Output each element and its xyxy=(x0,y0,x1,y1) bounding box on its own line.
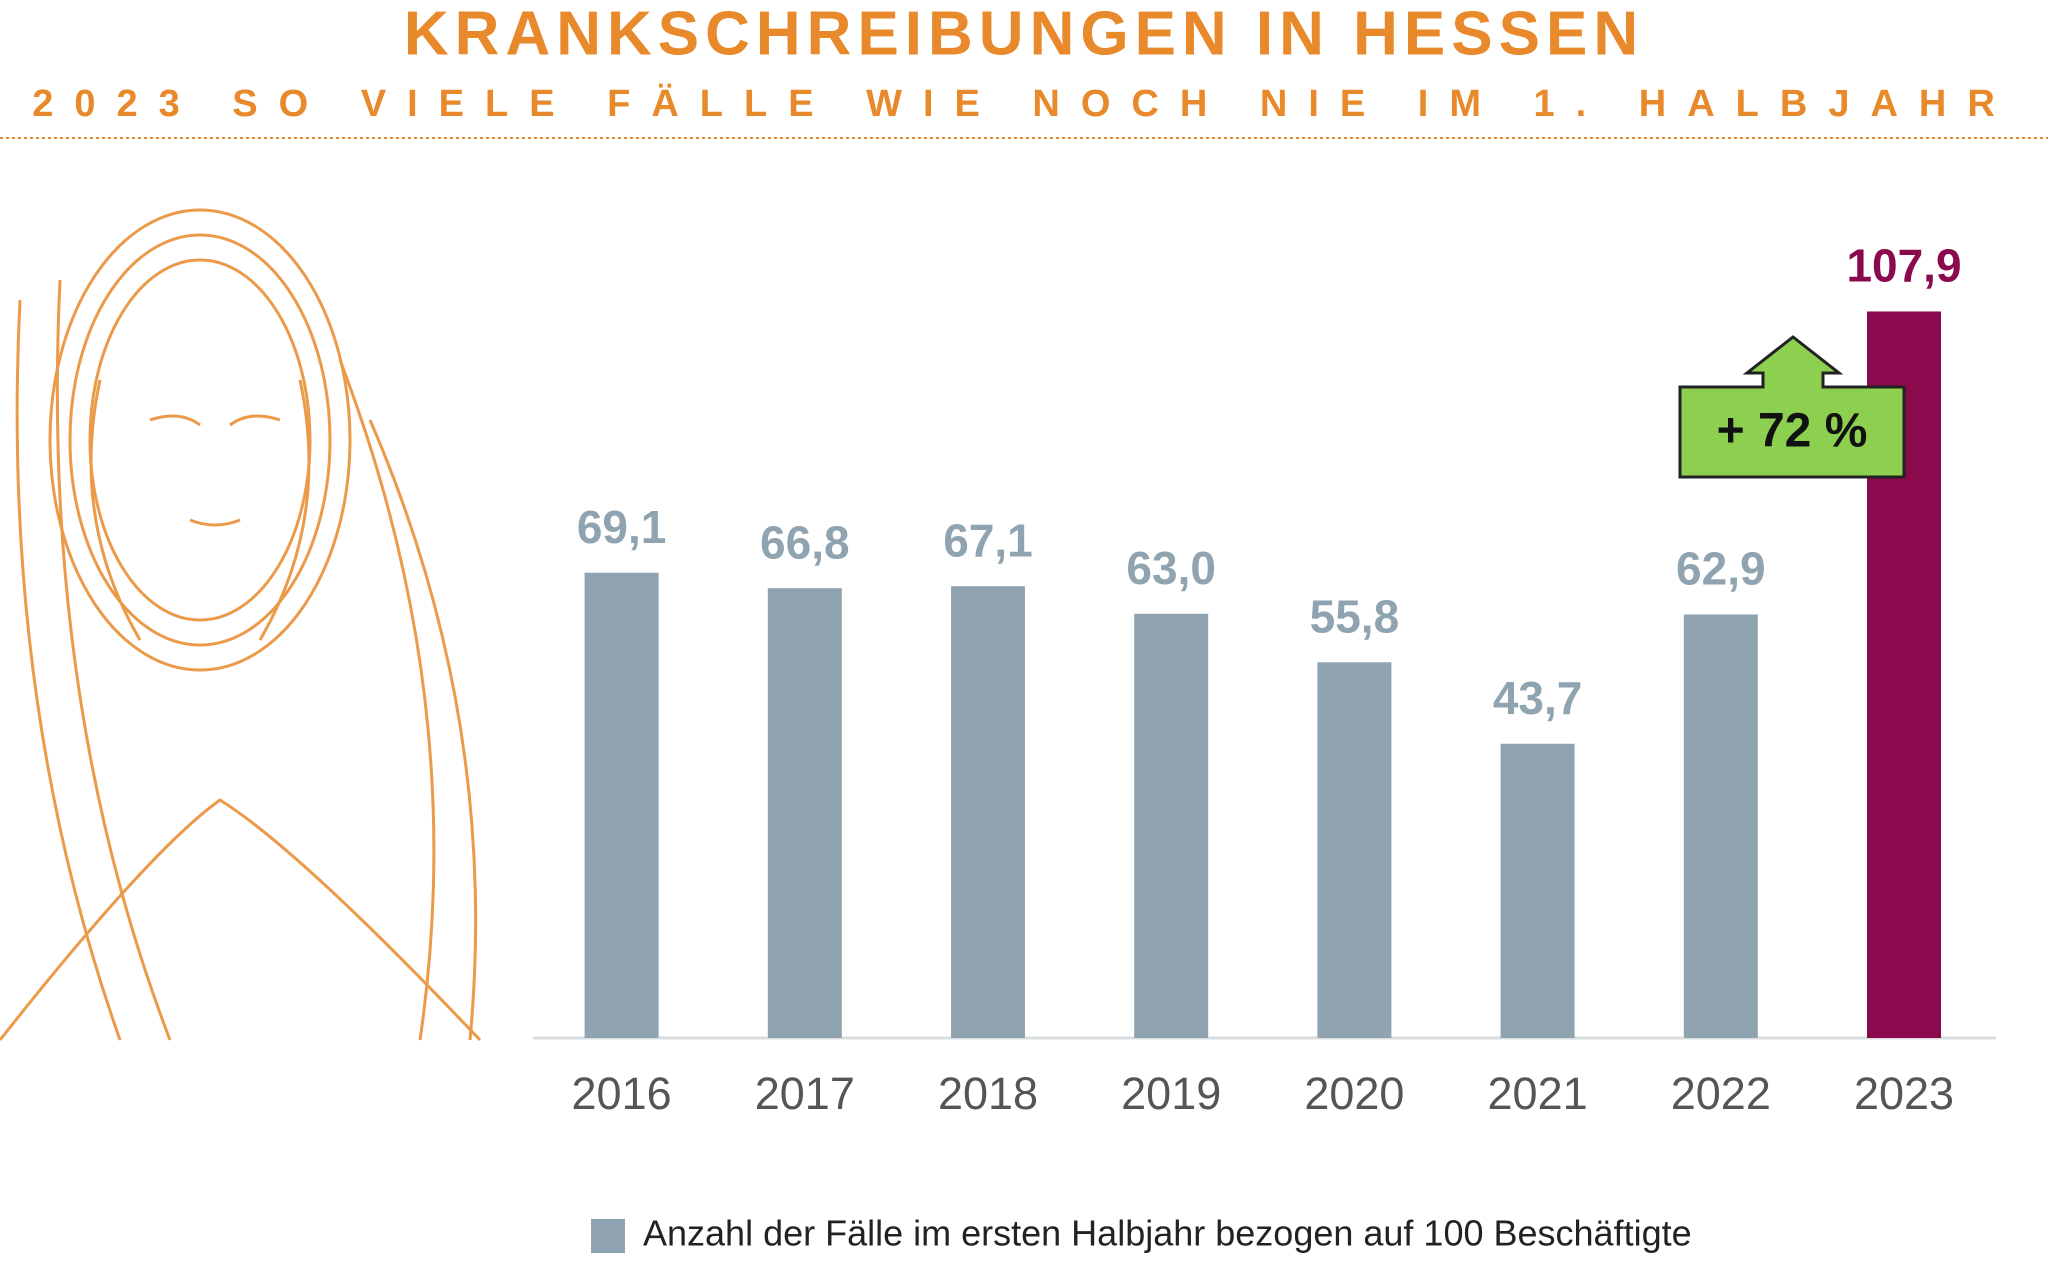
legend-swatch xyxy=(591,1219,625,1253)
value-label: 66,8 xyxy=(760,516,850,568)
value-label: 55,8 xyxy=(1310,590,1400,642)
annotation-text: + 72 % xyxy=(1717,405,1868,458)
x-tick-label: 2023 xyxy=(1854,1068,1954,1119)
chart-subtitle: 2023 SO VIELE FÄLLE WIE NOCH NIE IM 1. H… xyxy=(32,82,2016,125)
legend-label: Anzahl der Fälle im ersten Halbjahr bezo… xyxy=(643,1213,1692,1254)
x-tick-label: 2022 xyxy=(1671,1068,1771,1119)
x-tick-label: 2020 xyxy=(1304,1068,1404,1119)
value-label: 63,0 xyxy=(1126,542,1216,594)
x-tick-label: 2018 xyxy=(938,1068,1038,1119)
x-tick-label: 2016 xyxy=(572,1068,672,1119)
bar xyxy=(1683,614,1758,1038)
value-label: 62,9 xyxy=(1676,543,1766,595)
value-label: 67,1 xyxy=(943,514,1033,566)
x-tick-label: 2019 xyxy=(1121,1068,1221,1119)
x-tick-label: 2021 xyxy=(1488,1068,1588,1119)
illustration xyxy=(0,208,482,1042)
value-label: 43,7 xyxy=(1493,672,1583,724)
value-label: 107,9 xyxy=(1846,240,1961,292)
bar xyxy=(1317,662,1392,1038)
annotation: + 72 % xyxy=(1678,335,1906,479)
bar xyxy=(1500,743,1575,1038)
bar xyxy=(951,586,1025,1038)
chart-title: KRANKSCHREIBUNGEN IN HESSEN xyxy=(404,0,1644,68)
bar xyxy=(1134,613,1209,1038)
x-tick-label: 2017 xyxy=(755,1068,855,1119)
value-label: 69,1 xyxy=(577,501,667,553)
annotation-arrow xyxy=(1678,335,1906,479)
bar xyxy=(767,588,842,1038)
bar xyxy=(584,572,659,1038)
